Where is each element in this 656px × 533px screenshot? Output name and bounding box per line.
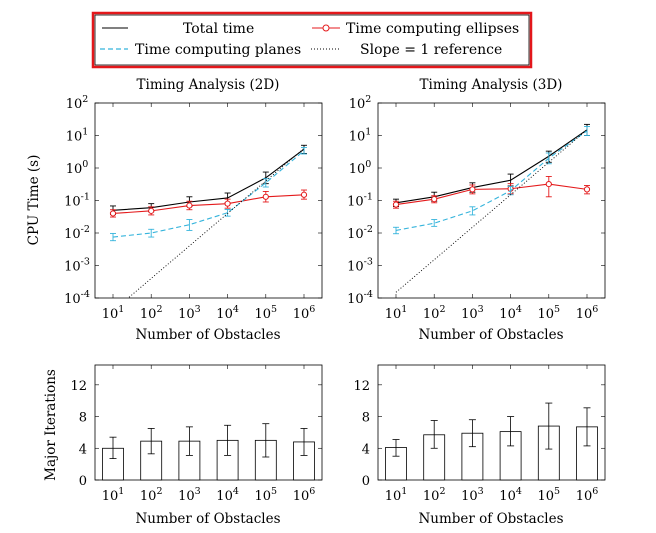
legend-label-slope: Slope = 1 reference	[360, 42, 502, 58]
series-line-time-computing-planes	[112, 150, 305, 238]
chart-timing-2d: Timing Analysis (2D) CPU Time (s) Number…	[26, 77, 323, 343]
chart-iterations-3d: Number of Obstacles 0 4 8 12 101 102 103 104 105…	[353, 364, 606, 527]
plot-area	[392, 123, 591, 293]
data-point	[148, 207, 155, 214]
x-tick-label: 101	[385, 486, 408, 504]
legend: Total time Time computing ellipses Time …	[91, 11, 533, 69]
x-tick-label: 106	[576, 304, 599, 322]
plot-area	[109, 144, 308, 298]
data-point	[186, 202, 193, 209]
y-axis-label: CPU Time (s)	[26, 155, 42, 246]
series-line-time-computing-ellipses	[112, 194, 305, 214]
y-tick-label: 10-4	[347, 289, 373, 307]
plot-frame	[94, 364, 323, 481]
y-axis-label: Major Iterations	[43, 369, 59, 481]
y-tick-label: 4	[79, 442, 87, 457]
y-tick-label: 100	[66, 159, 89, 177]
x-tick-label: 106	[293, 304, 316, 322]
chart-iterations-2d: Major Iterations Number of Obstacles 0 4 8…	[43, 364, 323, 527]
series-line-slope-1-reference	[127, 148, 305, 298]
y-tick-label: 10-3	[64, 257, 90, 275]
y-tick-label: 12	[353, 379, 370, 394]
legend-label-planes: Time computing planes	[135, 42, 301, 58]
x-tick-label: 101	[385, 304, 408, 322]
x-tick-label: 102	[423, 304, 446, 322]
x-tick-label: 105	[538, 486, 561, 504]
y-tick-label: 0	[362, 474, 370, 489]
x-tick-label: 103	[461, 486, 484, 504]
x-tick-label: 105	[255, 486, 278, 504]
x-tick-label: 103	[178, 304, 201, 322]
data-point	[431, 196, 438, 203]
data-point	[109, 210, 117, 217]
chart-timing-3d: Timing Analysis (3D) Number of Obstacles…	[347, 77, 606, 343]
chart-title: Timing Analysis (3D)	[420, 77, 563, 93]
y-tick-label: 102	[349, 94, 372, 112]
x-tick-label: 106	[293, 486, 316, 504]
y-tick-label: 101	[66, 127, 89, 145]
legend-highlight	[91, 11, 533, 69]
x-tick-label: 105	[538, 304, 561, 322]
data-point	[392, 201, 400, 208]
x-axis-label: Number of Obstacles	[135, 511, 280, 527]
data-point	[545, 180, 552, 188]
x-tick-label: 101	[102, 486, 125, 504]
data-point	[262, 193, 269, 200]
x-tick-label: 103	[178, 486, 201, 504]
y-tick-label: 10-2	[64, 224, 90, 242]
x-tick-label: 105	[255, 304, 278, 322]
x-tick-label: 104	[499, 486, 522, 504]
data-point	[224, 200, 231, 207]
x-axis-label: Number of Obstacles	[135, 327, 280, 343]
x-tick-label: 101	[102, 304, 125, 322]
x-tick-label: 104	[216, 304, 239, 322]
legend-box	[94, 14, 530, 66]
y-tick-label: 8	[79, 411, 87, 426]
y-tick-label: 10-3	[347, 257, 373, 275]
legend-marker-ellipses	[322, 24, 330, 32]
y-tick-label: 10-4	[64, 289, 90, 307]
y-tick-label: 0	[79, 474, 87, 489]
y-tick-label: 101	[349, 127, 372, 145]
x-axis-label: Number of Obstacles	[418, 511, 563, 527]
y-tick-label: 8	[362, 411, 370, 426]
x-tick-label: 102	[140, 304, 163, 322]
y-tick-label: 10-1	[347, 192, 373, 210]
x-tick-label: 104	[216, 486, 239, 504]
series-line-total-time	[395, 129, 588, 204]
y-tick-label: 100	[349, 159, 372, 177]
series-line-time-computing-ellipses	[395, 183, 588, 206]
plot-frame	[377, 364, 606, 481]
legend-label-ellipses: Time computing ellipses	[346, 21, 519, 37]
data-point	[469, 186, 476, 193]
x-tick-label: 103	[461, 304, 484, 322]
y-tick-label: 12	[70, 379, 87, 394]
legend-label-total-time: Total time	[183, 21, 254, 37]
y-tick-label: 102	[66, 94, 89, 112]
series-line-time-computing-planes	[395, 130, 588, 231]
data-point	[583, 186, 591, 193]
x-tick-label: 106	[576, 486, 599, 504]
data-point	[300, 191, 308, 198]
chart-title: Timing Analysis (2D)	[137, 77, 280, 93]
y-tick-label: 10-1	[64, 192, 90, 210]
y-tick-label: 4	[362, 442, 370, 457]
series-line-slope-1-reference	[395, 129, 588, 293]
x-axis-label: Number of Obstacles	[418, 327, 563, 343]
x-tick-label: 102	[423, 486, 446, 504]
y-tick-label: 10-2	[347, 224, 373, 242]
x-tick-label: 102	[140, 486, 163, 504]
x-tick-label: 104	[499, 304, 522, 322]
series-line-total-time	[112, 148, 305, 211]
